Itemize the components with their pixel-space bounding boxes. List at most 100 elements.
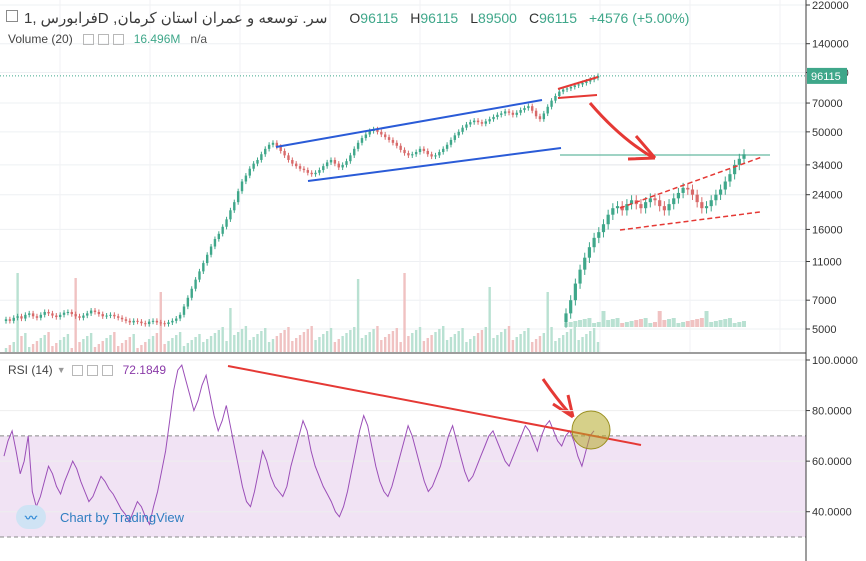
volume-bar: [105, 338, 108, 352]
volume-bar: [461, 328, 464, 352]
volume-bar: [337, 339, 340, 352]
inset-volume-bar: [709, 322, 714, 327]
volume-bar: [534, 339, 538, 352]
candle-body: [225, 219, 228, 227]
volume-bar: [302, 332, 306, 352]
candle-body: [403, 149, 406, 154]
volume-bar: [8, 345, 12, 352]
candle-body: [217, 233, 221, 240]
candle-body: [387, 137, 391, 140]
volume-bar: [291, 341, 294, 352]
volume-bar: [558, 338, 561, 352]
volume-bar: [383, 337, 387, 352]
volume-bar: [124, 340, 128, 352]
volume-bar: [39, 338, 43, 352]
candle-body: [322, 166, 325, 171]
volume-bar: [422, 341, 426, 352]
inset-candle-body: [686, 187, 690, 190]
settings-icon[interactable]: [97, 33, 109, 45]
rsi-pane: [0, 352, 866, 538]
candle-body: [256, 159, 259, 164]
candle-body: [31, 313, 35, 317]
volume-bar: [178, 332, 182, 352]
volume-bar: [318, 337, 321, 352]
price-tick-label: 50000: [812, 127, 843, 139]
axis-background: [806, 0, 866, 561]
inset-candle-body: [564, 313, 568, 323]
rsi-legend-label[interactable]: RSI (14): [8, 363, 53, 377]
rsi-arrow-shaft: [541, 378, 572, 415]
volume-bar: [449, 337, 453, 352]
volume-bar: [445, 340, 449, 352]
candle-body: [411, 154, 414, 156]
volume-bar: [256, 334, 259, 352]
volume-bar: [113, 332, 116, 352]
volume-bar: [4, 348, 8, 352]
inset-candle-body: [700, 202, 704, 209]
branding-text[interactable]: Chart by TradingView: [60, 509, 185, 525]
dropdown-caret-icon[interactable]: ▼: [56, 365, 66, 375]
candle-body: [469, 122, 472, 125]
inset-candle-body: [644, 202, 648, 209]
inset-volume-bar: [695, 319, 700, 327]
close-icon[interactable]: [112, 33, 124, 45]
volume-bar: [519, 334, 522, 352]
candle-body: [558, 91, 561, 97]
close-icon[interactable]: [101, 364, 113, 376]
symbol-title[interactable]: فرابورس ,1D ,سر. توسعه و عمران استان كرم…: [24, 10, 328, 27]
inset-volume-bar: [742, 321, 746, 327]
candle-body: [596, 75, 600, 78]
eye-icon[interactable]: [71, 364, 83, 376]
inset-candle-body: [742, 154, 746, 159]
inset-volume-bar: [643, 318, 648, 327]
settings-icon[interactable]: [86, 364, 98, 376]
inset-candle-body: [690, 189, 695, 195]
volume-bar: [387, 334, 391, 352]
inset-volume-bar: [676, 323, 681, 327]
candle-body: [140, 321, 143, 324]
candle-body: [260, 154, 263, 160]
candle-body: [89, 310, 93, 314]
collapse-legend-icon[interactable]: [6, 10, 18, 22]
candle-body: [445, 144, 449, 149]
eye-icon[interactable]: [82, 33, 94, 45]
inset-volume-bar: [587, 318, 592, 327]
volume-bar: [248, 340, 251, 352]
volume-bar: [244, 326, 248, 352]
volume-bar: [163, 344, 166, 352]
volume-bar: [93, 347, 97, 352]
volume-bar: [252, 337, 255, 352]
candle-body: [329, 159, 333, 163]
chart-header: فرابورس ,1D ,سر. توسعه و عمران استان كرم…: [0, 0, 800, 50]
inset-volume-bar: [634, 320, 639, 327]
candle-body: [155, 320, 159, 323]
price-tick-label: 5000: [812, 324, 836, 336]
inset-volume-bar: [648, 323, 653, 327]
trendline-annotations[interactable]: [275, 76, 763, 419]
ohlc-close: C96115: [528, 10, 577, 26]
tradingview-branding[interactable]: 〰 Chart by TradingView: [16, 505, 184, 529]
volume-bar: [97, 344, 101, 352]
volume-bar: [167, 341, 170, 352]
volume-bar: [403, 273, 406, 352]
inset-volume-bar: [606, 320, 611, 327]
candle-body: [8, 319, 12, 321]
price-axis[interactable]: 5000 7000 11000 16000 24000 34000 50000 70000 10…: [805, 0, 866, 561]
volume-bar: [360, 338, 364, 352]
volume-bar: [322, 334, 325, 352]
candle-body: [565, 88, 569, 90]
candle-body: [229, 210, 232, 220]
candle-body: [66, 311, 70, 313]
volume-bar: [349, 330, 352, 352]
candle-body: [236, 191, 240, 203]
candle-body: [105, 315, 108, 317]
inset-candle-body: [733, 164, 737, 175]
candle-body: [117, 316, 120, 318]
volume-bar: [82, 339, 85, 352]
volume-legend-label[interactable]: Volume (20): [8, 32, 73, 46]
volume-bar: [109, 335, 112, 352]
volume-bar: [306, 329, 310, 352]
candle-body: [136, 320, 139, 322]
volume-bar: [554, 341, 557, 352]
